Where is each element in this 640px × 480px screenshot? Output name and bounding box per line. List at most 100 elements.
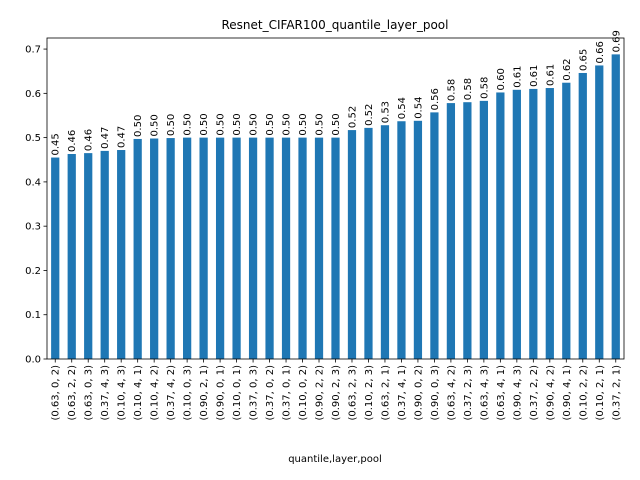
bar <box>529 88 538 360</box>
bar <box>150 138 159 359</box>
bar-value-label: 0.50 <box>150 114 161 136</box>
bar <box>166 138 175 359</box>
x-tick-label: (0.90, 4, 3) <box>512 365 523 421</box>
bar <box>331 137 340 359</box>
bar <box>413 120 423 359</box>
bar <box>183 137 192 359</box>
x-tick-label: (0.90, 0, 1) <box>216 365 227 421</box>
y-tick-label: 0.2 <box>25 266 41 277</box>
bar <box>84 153 93 359</box>
bar <box>232 137 241 359</box>
x-tick-label: (0.63, 4, 3) <box>479 365 490 421</box>
plot-frame <box>46 37 625 360</box>
x-tick-label: (0.90, 2, 3) <box>331 365 342 421</box>
x-axis: (0.63, 0, 2) (0.63, 2, 2) (0.63, 0, 3) (0.3… <box>51 359 622 421</box>
bar <box>51 157 60 359</box>
bar-value-label: 0.47 <box>117 126 128 148</box>
bar-value-label: 0.54 <box>413 97 424 119</box>
bar-value-label: 0.54 <box>397 97 408 119</box>
bar <box>281 137 291 359</box>
bar <box>199 137 208 359</box>
bar <box>248 137 258 359</box>
x-tick-label: (0.63, 4, 2) <box>446 365 457 421</box>
x-tick-label: (0.63, 2, 2) <box>67 365 78 421</box>
bar <box>314 137 324 359</box>
x-tick-label: (0.63, 2, 1) <box>380 365 391 421</box>
bar <box>463 102 472 359</box>
bar-value-label: 0.60 <box>496 68 507 90</box>
bar <box>298 137 307 359</box>
y-tick-label: 0.0 <box>25 355 41 366</box>
bar <box>67 154 76 359</box>
x-tick-label: (0.10, 0, 1) <box>232 365 243 421</box>
bar-value-label: 0.50 <box>166 114 177 136</box>
bar <box>364 127 373 359</box>
x-tick-label: (0.37, 2, 1) <box>611 365 622 421</box>
bar-value-label: 0.50 <box>199 113 210 135</box>
bar <box>512 89 521 360</box>
bar <box>265 137 274 359</box>
x-tick-label: (0.37, 0, 3) <box>249 365 260 421</box>
bar-value-label: 0.50 <box>265 113 276 135</box>
x-tick-label: (0.90, 2, 1) <box>199 365 210 421</box>
x-tick-label: (0.10, 2, 2) <box>578 365 589 421</box>
bar-value-label: 0.53 <box>380 101 391 123</box>
bar-value-label: 0.61 <box>529 65 540 87</box>
bar-value-label: 0.65 <box>578 49 589 71</box>
value-labels-group: 0.45 0.46 0.46 0.47 0.47 0.50 0.50 0.50 0.50 0.50… <box>51 30 623 155</box>
bar-value-label: 0.50 <box>183 113 194 135</box>
bar-value-label: 0.50 <box>315 113 326 135</box>
y-tick-label: 0.4 <box>25 177 41 188</box>
bar <box>380 125 390 359</box>
x-tick-label: (0.90, 0, 3) <box>430 365 441 421</box>
bar-value-label: 0.58 <box>463 78 474 100</box>
bar <box>430 112 439 359</box>
x-tick-label: (0.10, 0, 3) <box>183 365 194 421</box>
bar <box>578 72 587 359</box>
bar <box>595 65 604 359</box>
bar-value-label: 0.52 <box>347 106 358 128</box>
x-tick-label: (0.37, 4, 3) <box>100 365 111 421</box>
x-tick-label: (0.37, 2, 3) <box>463 365 474 421</box>
bar-value-label: 0.58 <box>446 79 457 101</box>
chart-title: Resnet_CIFAR100_quantile_layer_pool <box>222 18 449 32</box>
x-tick-label: (0.90, 0, 2) <box>413 365 424 421</box>
x-tick-label: (0.90, 4, 1) <box>562 365 573 421</box>
x-tick-label: (0.63, 0, 3) <box>84 365 95 421</box>
x-tick-label: (0.37, 0, 2) <box>265 365 276 421</box>
bar-value-label: 0.50 <box>216 113 227 135</box>
bar <box>446 103 456 359</box>
bar-value-label: 0.50 <box>331 113 342 135</box>
bar-value-label: 0.50 <box>282 113 293 135</box>
bar-value-label: 0.50 <box>133 115 144 137</box>
bar <box>397 121 406 360</box>
bar <box>215 137 225 359</box>
x-tick-label: (0.10, 4, 1) <box>133 365 144 421</box>
y-tick-label: 0.5 <box>25 133 41 144</box>
bar <box>496 92 505 360</box>
x-tick-label: (0.37, 4, 1) <box>397 365 408 421</box>
x-tick-label: (0.10, 2, 1) <box>595 365 606 421</box>
y-axis: 0.0 0.1 0.2 0.3 0.4 0.5 0.6 0.7 <box>25 45 47 366</box>
x-tick-label: (0.10, 4, 3) <box>117 365 128 421</box>
bar-value-label: 0.47 <box>100 127 111 149</box>
bar-value-label: 0.46 <box>84 129 95 151</box>
y-tick-label: 0.7 <box>25 45 41 56</box>
bar <box>347 130 357 359</box>
x-tick-label: (0.10, 0, 2) <box>298 365 309 421</box>
bar-value-label: 0.66 <box>595 41 606 63</box>
x-tick-label: (0.63, 4, 1) <box>496 365 507 421</box>
x-tick-label: (0.10, 2, 3) <box>364 365 375 421</box>
bar-value-label: 0.62 <box>562 58 573 80</box>
bar-value-label: 0.50 <box>232 113 243 135</box>
y-tick-label: 0.1 <box>25 310 41 321</box>
x-tick-label: (0.37, 4, 2) <box>166 365 177 421</box>
bars-group <box>51 54 620 360</box>
x-tick-label: (0.63, 2, 3) <box>347 365 358 421</box>
bar-value-label: 0.69 <box>611 30 622 52</box>
x-tick-label: (0.90, 4, 2) <box>545 365 556 421</box>
bar-value-label: 0.58 <box>479 77 490 99</box>
bar-value-label: 0.45 <box>51 133 62 155</box>
bar-value-label: 0.52 <box>364 104 375 126</box>
